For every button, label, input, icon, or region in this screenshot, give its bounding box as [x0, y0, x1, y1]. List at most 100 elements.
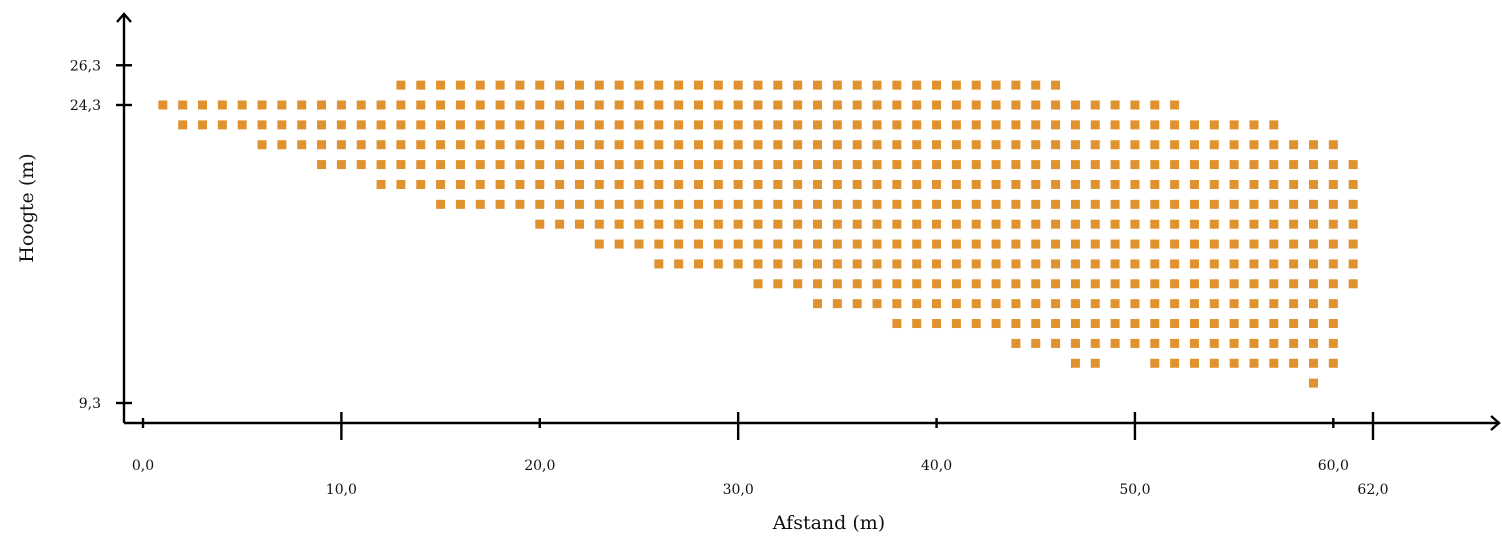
- data-point: [713, 120, 723, 130]
- data-point: [932, 160, 942, 170]
- data-point: [753, 80, 763, 90]
- data-point: [1031, 179, 1041, 189]
- data-point: [773, 239, 783, 249]
- data-point: [912, 239, 922, 249]
- data-point: [832, 80, 842, 90]
- data-point: [1229, 239, 1239, 249]
- data-point: [1051, 319, 1061, 329]
- data-point: [951, 219, 961, 229]
- x-tick-label: 0,0: [132, 458, 154, 474]
- data-point: [1070, 179, 1080, 189]
- data-point: [1189, 299, 1199, 309]
- data-point: [932, 120, 942, 130]
- data-point: [1209, 219, 1219, 229]
- data-point: [1051, 219, 1061, 229]
- data-point: [991, 179, 1001, 189]
- data-point: [376, 179, 386, 189]
- data-point: [1031, 80, 1041, 90]
- data-point: [1189, 179, 1199, 189]
- data-point: [1110, 160, 1120, 170]
- data-point: [376, 100, 386, 110]
- data-point: [1189, 140, 1199, 150]
- data-point: [356, 140, 366, 150]
- data-point: [1011, 80, 1021, 90]
- data-point: [495, 179, 505, 189]
- data-point: [1289, 338, 1299, 348]
- data-point: [515, 120, 525, 130]
- data-point: [1130, 338, 1140, 348]
- data-point: [912, 179, 922, 189]
- data-point: [594, 140, 604, 150]
- data-point: [813, 179, 823, 189]
- data-point: [674, 219, 684, 229]
- data-point: [753, 100, 763, 110]
- data-point: [1170, 239, 1180, 249]
- data-point: [654, 259, 664, 269]
- data-point: [991, 160, 1001, 170]
- data-point: [1011, 160, 1021, 170]
- data-point: [1308, 199, 1318, 209]
- data-point: [1328, 338, 1338, 348]
- data-point: [1090, 338, 1100, 348]
- data-point: [336, 100, 346, 110]
- data-point: [1328, 199, 1338, 209]
- data-point: [1209, 299, 1219, 309]
- data-point: [733, 80, 743, 90]
- data-point: [912, 100, 922, 110]
- data-point: [892, 259, 902, 269]
- data-point: [178, 120, 188, 130]
- data-point: [832, 239, 842, 249]
- data-point: [1189, 358, 1199, 368]
- data-point: [1269, 319, 1279, 329]
- data-point: [1308, 239, 1318, 249]
- data-point: [654, 140, 664, 150]
- data-point: [872, 299, 882, 309]
- data-point: [733, 120, 743, 130]
- data-point: [1289, 160, 1299, 170]
- data-point: [495, 120, 505, 130]
- data-point: [555, 80, 565, 90]
- data-point: [991, 299, 1001, 309]
- data-point: [416, 160, 426, 170]
- data-point: [297, 140, 307, 150]
- data-point: [951, 120, 961, 130]
- data-point: [872, 120, 882, 130]
- data-point: [1328, 219, 1338, 229]
- data-point: [1130, 179, 1140, 189]
- data-point: [1150, 279, 1160, 289]
- data-point: [1348, 160, 1358, 170]
- data-point: [1031, 279, 1041, 289]
- data-point: [1150, 160, 1160, 170]
- data-point: [1308, 319, 1318, 329]
- data-point: [594, 160, 604, 170]
- data-point: [753, 279, 763, 289]
- data-point: [535, 199, 545, 209]
- data-point: [1289, 239, 1299, 249]
- y-tick-label: 24,3: [70, 98, 101, 114]
- data-point: [1308, 219, 1318, 229]
- data-point: [872, 259, 882, 269]
- data-point: [1090, 279, 1100, 289]
- data-point: [852, 179, 862, 189]
- data-point: [753, 259, 763, 269]
- data-point: [1229, 140, 1239, 150]
- data-points: [158, 80, 1358, 388]
- data-point: [1011, 199, 1021, 209]
- data-point: [475, 160, 485, 170]
- data-point: [991, 120, 1001, 130]
- data-point: [1090, 319, 1100, 329]
- data-point: [515, 199, 525, 209]
- data-point: [1150, 239, 1160, 249]
- data-point: [872, 179, 882, 189]
- data-point: [1209, 120, 1219, 130]
- data-point: [1150, 120, 1160, 130]
- data-point: [1130, 279, 1140, 289]
- data-point: [1328, 299, 1338, 309]
- data-point: [1011, 140, 1021, 150]
- data-point: [416, 140, 426, 150]
- data-point: [773, 80, 783, 90]
- data-point: [753, 219, 763, 229]
- data-point: [1090, 120, 1100, 130]
- data-point: [674, 259, 684, 269]
- data-point: [1229, 299, 1239, 309]
